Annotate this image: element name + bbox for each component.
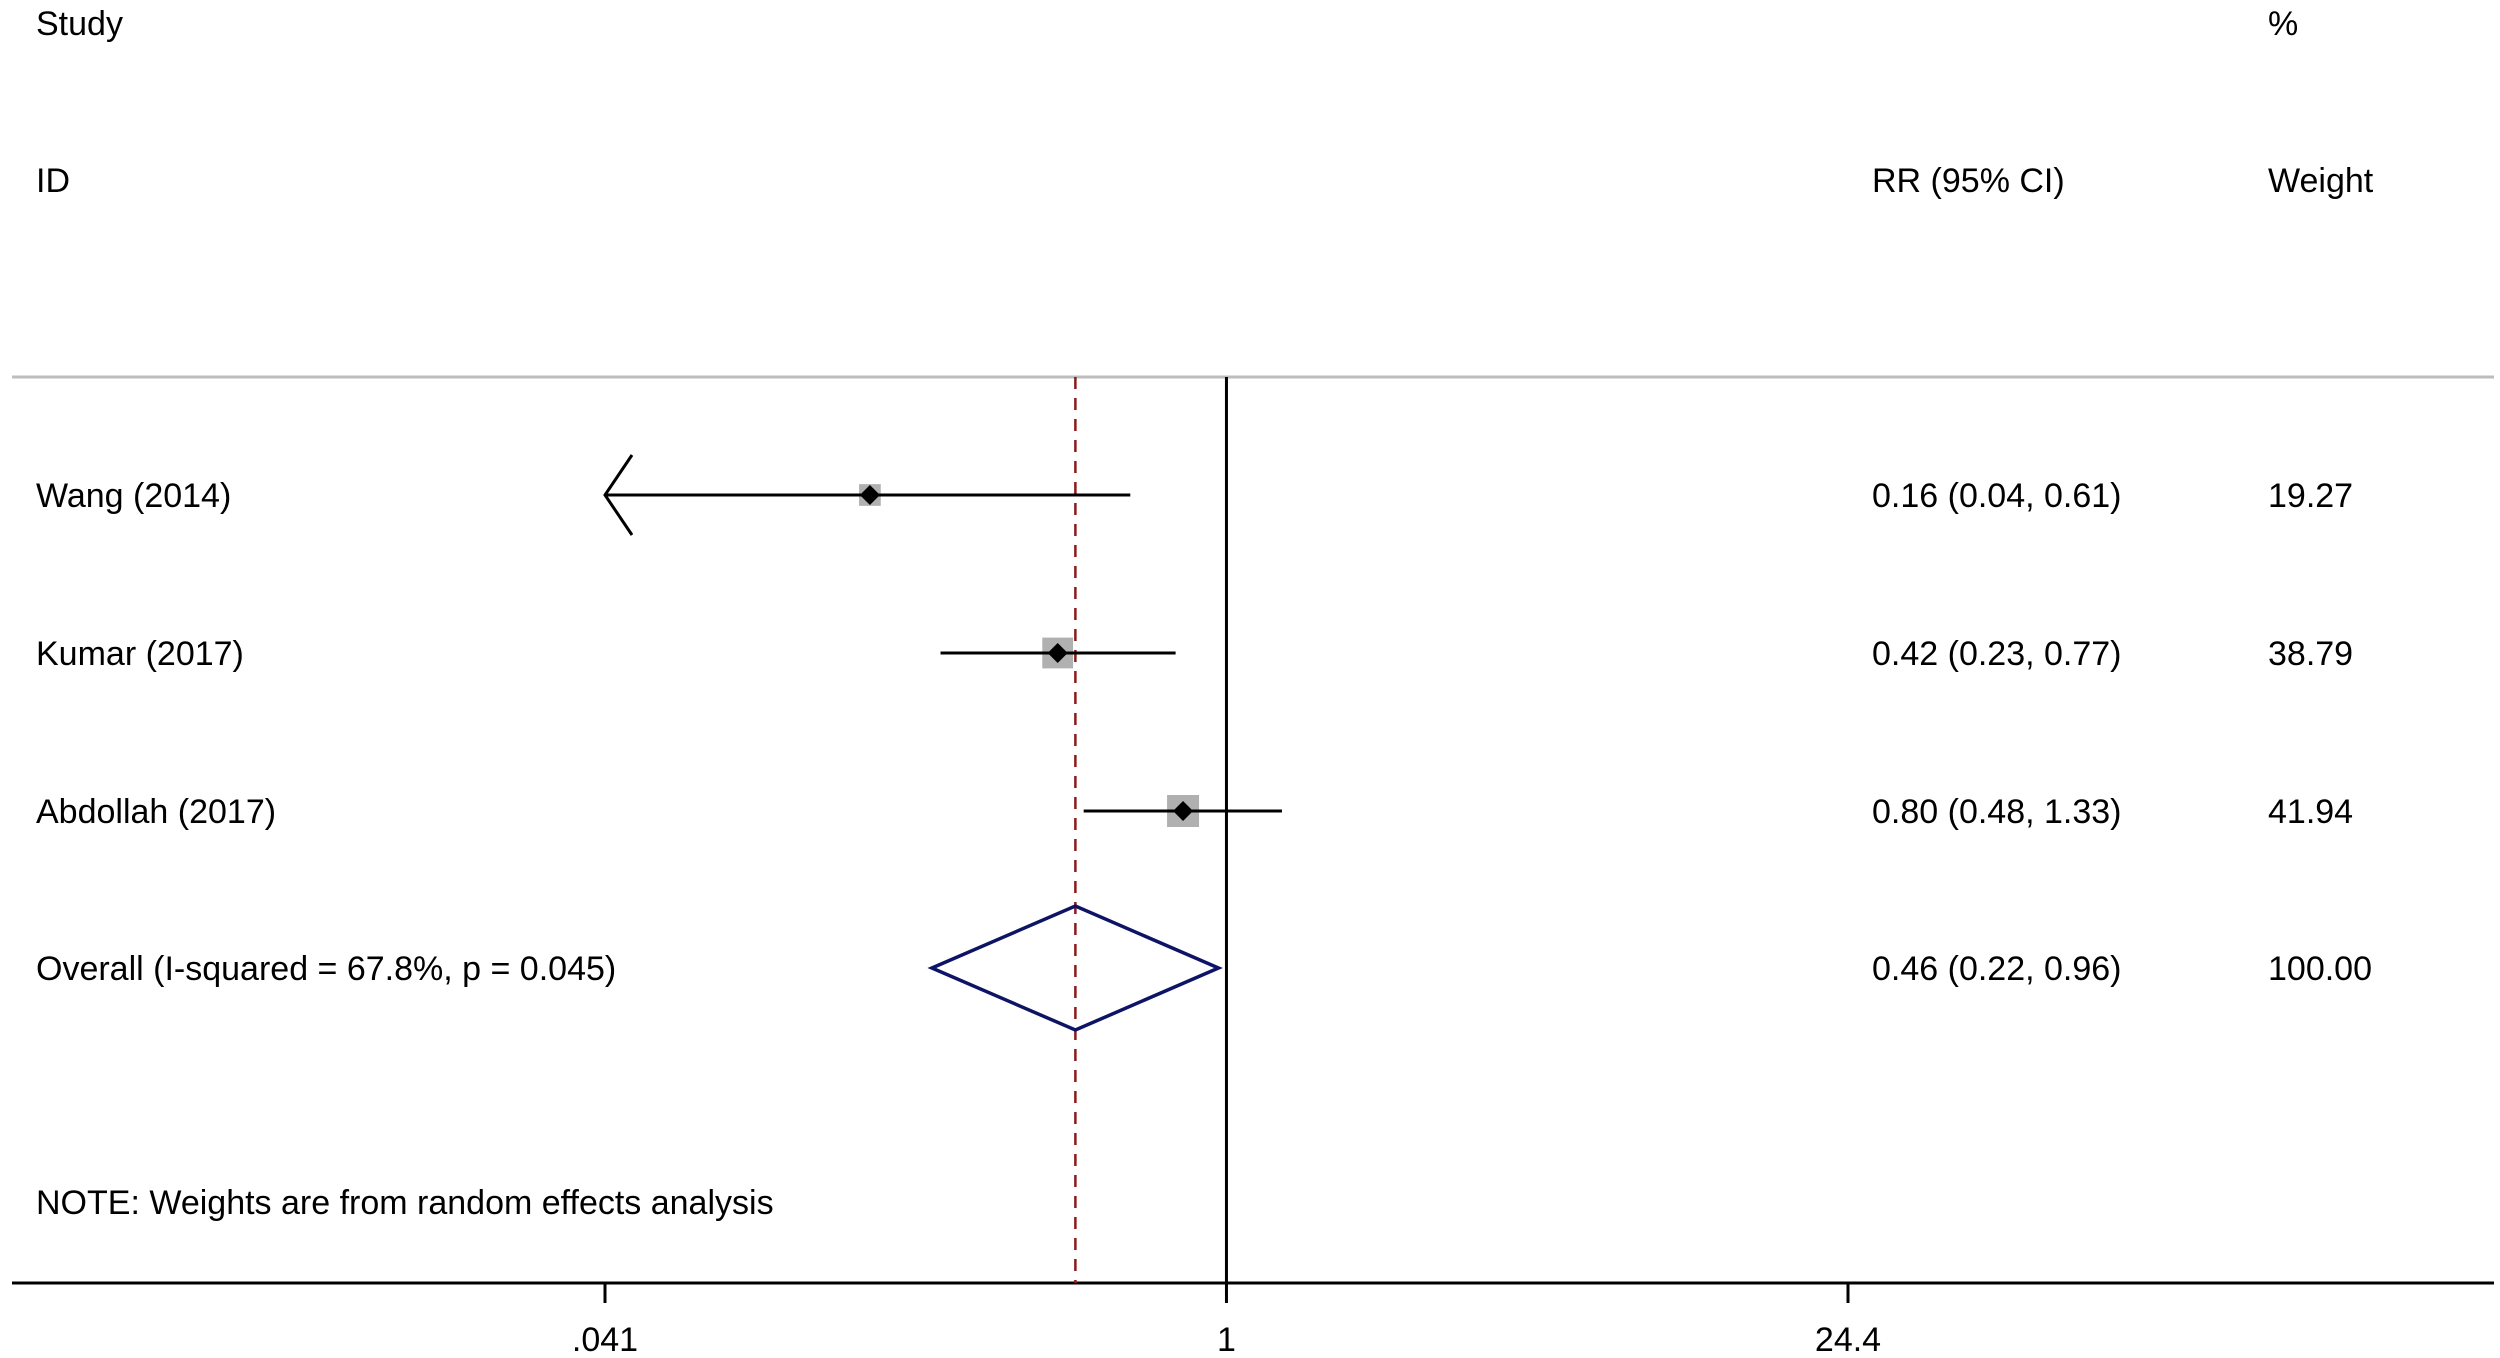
study-ci-text: 0.80 (0.48, 1.33): [1872, 793, 2122, 831]
study-ci-text: 0.16 (0.04, 0.61): [1872, 477, 2122, 515]
x-tick-label: 1: [1217, 1321, 1236, 1358]
point-estimate: [1047, 643, 1068, 663]
point-estimate: [859, 485, 880, 505]
study-weight-text: 19.27: [2268, 477, 2353, 515]
ci-truncation-arrow: [603, 454, 634, 536]
x-tick-label: 24.4: [1815, 1321, 1881, 1358]
point-estimate: [1173, 801, 1194, 821]
overall-ci-text: 0.46 (0.22, 0.96): [1872, 950, 2122, 988]
header-study: Study: [36, 5, 123, 43]
study-label: Kumar (2017): [36, 635, 244, 673]
header-percent: %: [2268, 5, 2298, 43]
study-weight-text: 38.79: [2268, 635, 2353, 673]
study-weight-text: 41.94: [2268, 793, 2353, 831]
header-effect: RR (95% CI): [1872, 162, 2065, 200]
overall-diamond: [927, 904, 1223, 1032]
x-tick-label: .041: [572, 1321, 638, 1358]
study-label: Abdollah (2017): [36, 793, 276, 831]
study-ci-text: 0.42 (0.23, 0.77): [1872, 635, 2122, 673]
overall-weight-text: 100.00: [2268, 950, 2372, 988]
overall-label: Overall (I-squared = 67.8%, p = 0.045): [36, 950, 616, 988]
header-weight: Weight: [2268, 162, 2374, 200]
study-label: Wang (2014): [36, 477, 231, 515]
plot-area: .041 1 24.4 Wang (2014) 0.16 (0.04, 0.61) 19.…: [12, 377, 2494, 1358]
header-id: ID: [36, 162, 70, 200]
note-text: NOTE: Weights are from random effects an…: [36, 1184, 774, 1222]
